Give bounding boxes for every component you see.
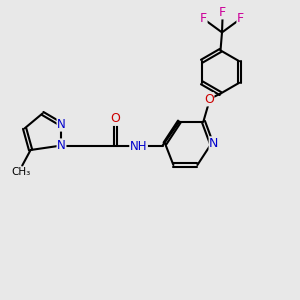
Text: NH: NH [130, 140, 147, 154]
Text: F: F [237, 12, 244, 25]
Text: N: N [209, 137, 219, 150]
Text: O: O [204, 93, 214, 106]
Text: F: F [200, 12, 207, 25]
Text: N: N [57, 118, 66, 131]
Text: F: F [219, 6, 226, 19]
Text: N: N [57, 139, 66, 152]
Text: CH₃: CH₃ [11, 167, 30, 177]
Text: O: O [111, 112, 120, 125]
